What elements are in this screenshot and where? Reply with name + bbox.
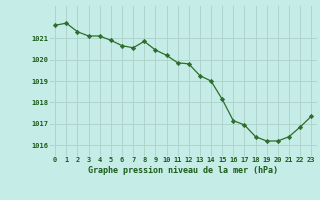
- X-axis label: Graphe pression niveau de la mer (hPa): Graphe pression niveau de la mer (hPa): [88, 166, 278, 175]
